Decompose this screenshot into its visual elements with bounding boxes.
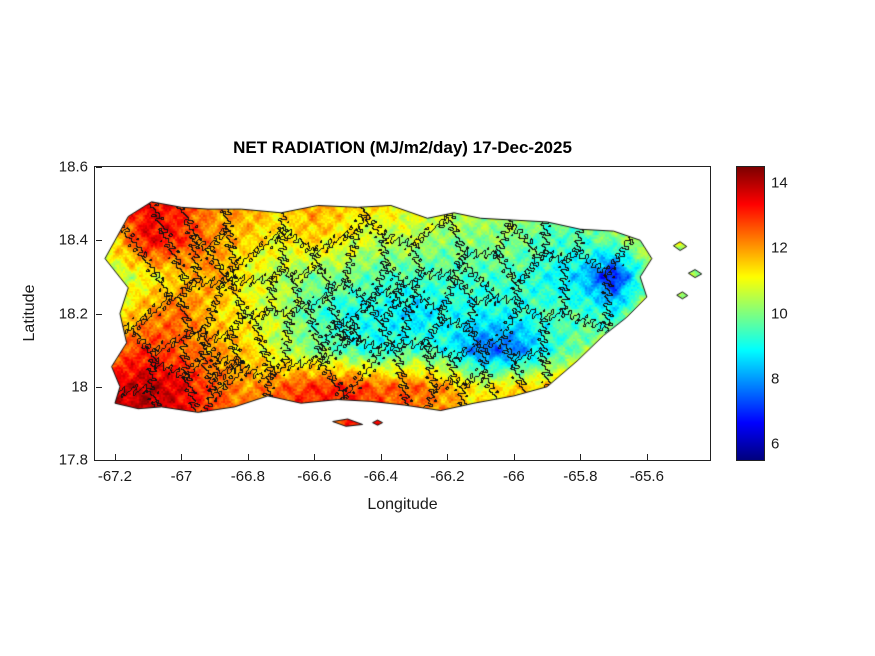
x-tick-label: -66 [503,468,525,485]
y-tick-label: 18 [71,378,88,396]
y-tick-label: 18.2 [58,305,88,322]
x-axis-label: Longitude [367,496,438,513]
x-tick-label: -66.8 [230,468,266,485]
x-tick-label: -66.4 [363,468,398,485]
x-tick-mark [181,454,183,460]
colorbar-tick-label: 10 [771,305,788,322]
colorbar-canvas [737,167,764,460]
x-tick-mark [646,454,648,460]
x-tick-label: -66.6 [297,468,332,485]
y-tick-label: 18.4 [58,231,88,249]
y-tick-label: 18.6 [58,158,88,176]
x-tick-mark [247,454,249,460]
x-tick-mark [447,454,449,460]
colorbar-tick-label: 8 [771,370,780,388]
x-tick-mark [114,454,116,460]
x-tick-label: -67.2 [97,468,133,485]
colorbar [736,166,765,461]
colorbar-tick-label: 14 [771,174,788,192]
y-tick-mark [96,386,102,388]
x-tick-mark [314,454,316,460]
x-tick-mark [580,454,582,460]
colorbar-tick-label: 6 [771,435,780,453]
x-tick-mark [380,454,382,460]
x-tick-label: -65.6 [629,468,664,485]
chart-title: NET RADIATION (MJ/m2/day) 17-Dec-2025 [233,138,572,157]
colorbar-tick-label: 12 [771,239,788,257]
y-tick-label: 17.8 [58,451,88,469]
y-tick-mark [96,167,102,168]
x-tick-label: -66.2 [430,468,465,485]
heatmap-canvas [95,167,710,460]
x-tick-mark [513,454,515,460]
y-tick-mark [96,313,102,315]
x-tick-label: -67 [170,468,193,485]
x-tick-label: -65.8 [563,468,598,485]
y-tick-mark [96,460,102,461]
y-tick-mark [96,240,102,242]
